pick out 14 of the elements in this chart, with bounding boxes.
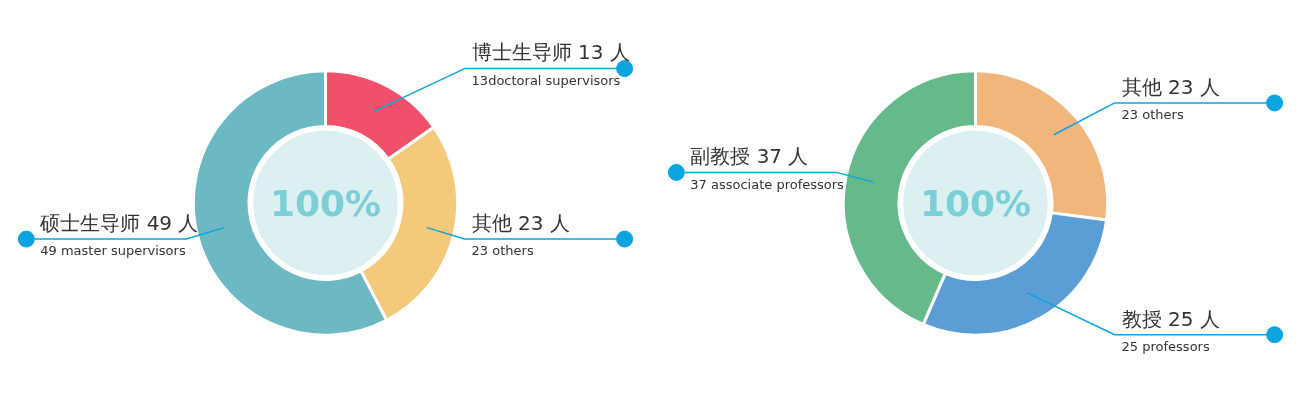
slice-label: 硕士生导师 49 人	[39, 210, 199, 235]
slice-label: 其他 23 人	[471, 210, 570, 235]
text: 23 others	[471, 243, 534, 259]
text: 25 professors	[1121, 338, 1210, 354]
slice-label: 博士生导师 13 人	[471, 40, 630, 65]
text: 49 master supervisors	[40, 243, 186, 259]
text: 23 others	[1121, 107, 1184, 123]
text: 100%	[919, 182, 1032, 224]
slice-label: 教授 25 人	[1121, 306, 1220, 331]
slice-label: 副教授 37 人	[690, 144, 809, 169]
slice-label: 其他 23 人	[1121, 74, 1220, 99]
text: 100%	[269, 182, 382, 224]
text: 13doctoral supervisors	[471, 72, 621, 88]
text: 37 associate professors	[690, 176, 845, 192]
